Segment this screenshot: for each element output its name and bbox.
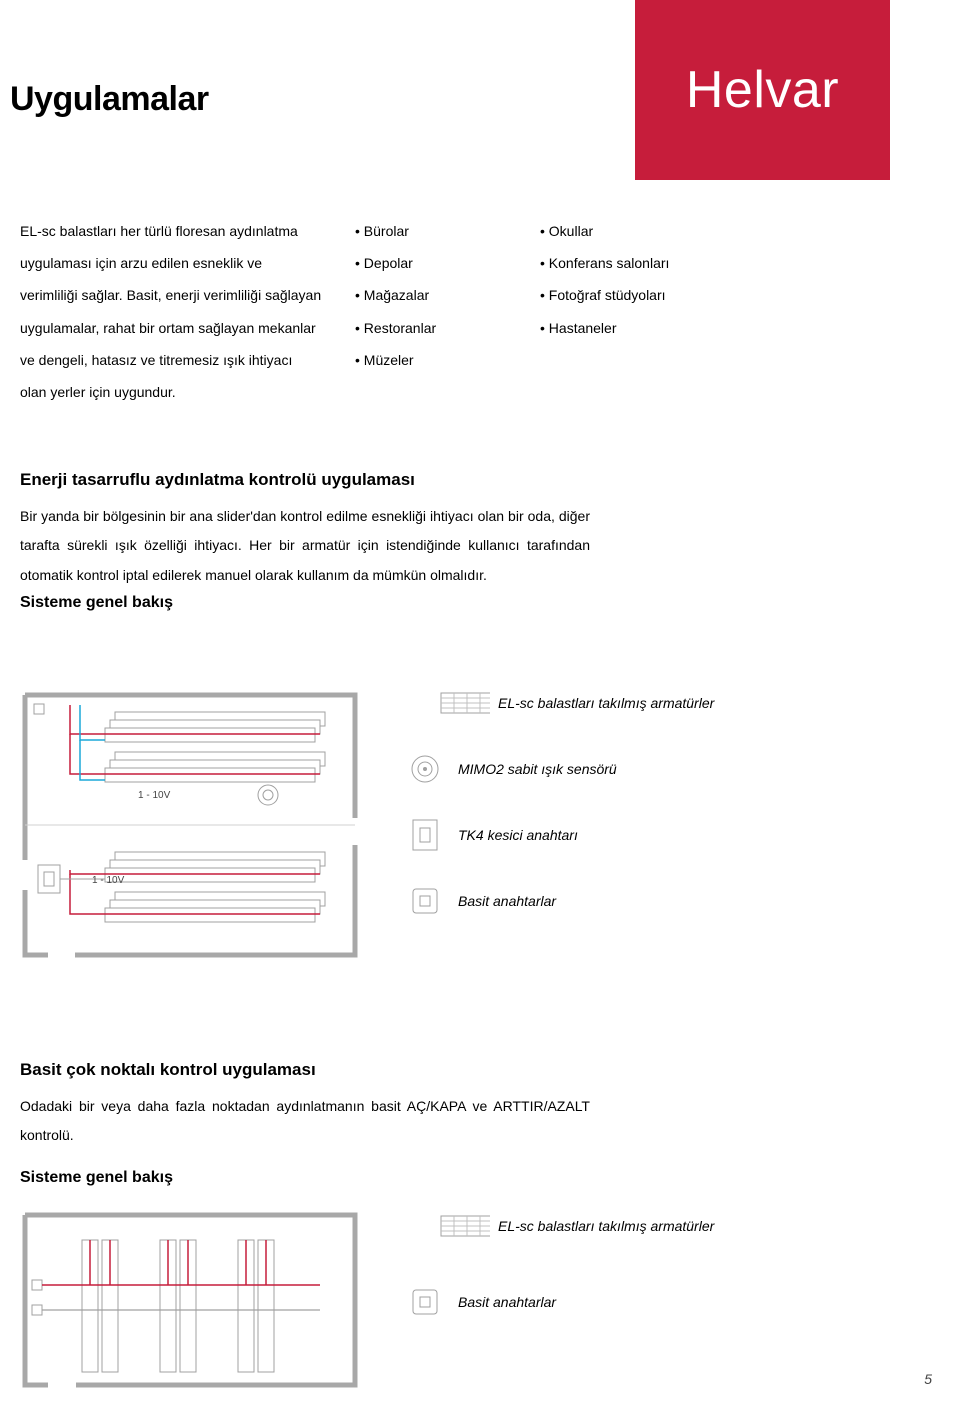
switch-icon — [400, 888, 450, 914]
intro-line: verimliliği sağlar. Basit, enerji veriml… — [20, 279, 340, 311]
legend-item: TK4 kesici anahtarı — [400, 817, 714, 853]
legend-label: MIMO2 sabit ışık sensörü — [458, 761, 617, 777]
legend-label: Basit anahtarlar — [458, 1294, 556, 1310]
overview-label: Sisteme genel bakış — [20, 594, 590, 612]
legend-item: EL-sc balastları takılmış armatürler — [440, 1208, 714, 1244]
diagram-area-1: 1 - 10V 1 - 10V EL-sc balastları takılmı… — [20, 680, 920, 1020]
list-item: • Hastaneler — [540, 312, 730, 344]
applications-list-b: • Okullar • Konferans salonları • Fotoğr… — [540, 215, 730, 408]
section-body: Odadaki bir veya daha fazla noktadan ayd… — [20, 1092, 590, 1151]
legend-item: Basit anahtarlar — [400, 883, 714, 919]
brand-logo-block: Helvar — [635, 0, 890, 180]
legend-label: Basit anahtarlar — [458, 893, 556, 909]
legend-item: EL-sc balastları takılmış armatürler — [440, 685, 714, 721]
legend-item: MIMO2 sabit ışık sensörü — [400, 751, 714, 787]
intro-line: uygulaması için arzu edilen esneklik ve — [20, 247, 340, 279]
sensor-icon — [400, 754, 450, 784]
section-multipoint: Basit çok noktalı kontrol uygulaması Oda… — [20, 1060, 590, 1187]
intro-line: olan yerler için uygundur. — [20, 376, 340, 408]
intro-line: ve dengeli, hatasız ve titremesiz ışık i… — [20, 344, 340, 376]
list-item: • Müzeler — [355, 344, 540, 376]
page-number: 5 — [924, 1371, 932, 1387]
intro-paragraph: EL-sc balastları her türlü floresan aydı… — [20, 215, 355, 408]
legend-list-1: EL-sc balastları takılmış armatürler MIM… — [400, 685, 714, 949]
cutoff-icon — [400, 819, 450, 851]
list-item: • Konferans salonları — [540, 247, 730, 279]
intro-section: EL-sc balastları her türlü floresan aydı… — [20, 215, 860, 408]
section-heading: Enerji tasarruflu aydınlatma kontrolü uy… — [20, 470, 590, 490]
legend-label: EL-sc balastları takılmış armatürler — [498, 1218, 714, 1234]
diagram1-label-bottom: 1 - 10V — [92, 875, 125, 886]
legend-label: TK4 kesici anahtarı — [458, 827, 578, 843]
intro-line: EL-sc balastları her türlü floresan aydı… — [20, 215, 340, 247]
list-item: • Mağazalar — [355, 279, 540, 311]
floor-plan-diagram-1: 1 - 10V 1 - 10V — [20, 690, 360, 960]
overview-label: Sisteme genel bakış — [20, 1169, 590, 1187]
diagram-area-2: EL-sc balastları takılmış armatürler Bas… — [20, 1200, 920, 1400]
list-item: • Depolar — [355, 247, 540, 279]
fixture-icon — [440, 692, 490, 714]
page-title: Uygulamalar — [10, 80, 209, 119]
diagram1-label-top: 1 - 10V — [138, 790, 171, 801]
list-item: • Fotoğraf stüdyoları — [540, 279, 730, 311]
list-item: • Restoranlar — [355, 312, 540, 344]
brand-logo-text: Helvar — [686, 60, 839, 120]
fixture-icon — [440, 1215, 490, 1237]
list-item: • Bürolar — [355, 215, 540, 247]
section-heading: Basit çok noktalı kontrol uygulaması — [20, 1060, 590, 1080]
legend-item: Basit anahtarlar — [400, 1284, 714, 1320]
floor-plan-diagram-2 — [20, 1210, 360, 1390]
legend-list-2: EL-sc balastları takılmış armatürler Bas… — [400, 1208, 714, 1350]
section-energy-saving: Enerji tasarruflu aydınlatma kontrolü uy… — [20, 470, 590, 612]
switch-icon — [400, 1289, 450, 1315]
section-body: Bir yanda bir bölgesinin bir ana slider'… — [20, 502, 590, 590]
intro-line: uygulamalar, rahat bir ortam sağlayan me… — [20, 312, 340, 344]
legend-label: EL-sc balastları takılmış armatürler — [498, 695, 714, 711]
applications-list-a: • Bürolar • Depolar • Mağazalar • Restor… — [355, 215, 540, 408]
list-item: • Okullar — [540, 215, 730, 247]
